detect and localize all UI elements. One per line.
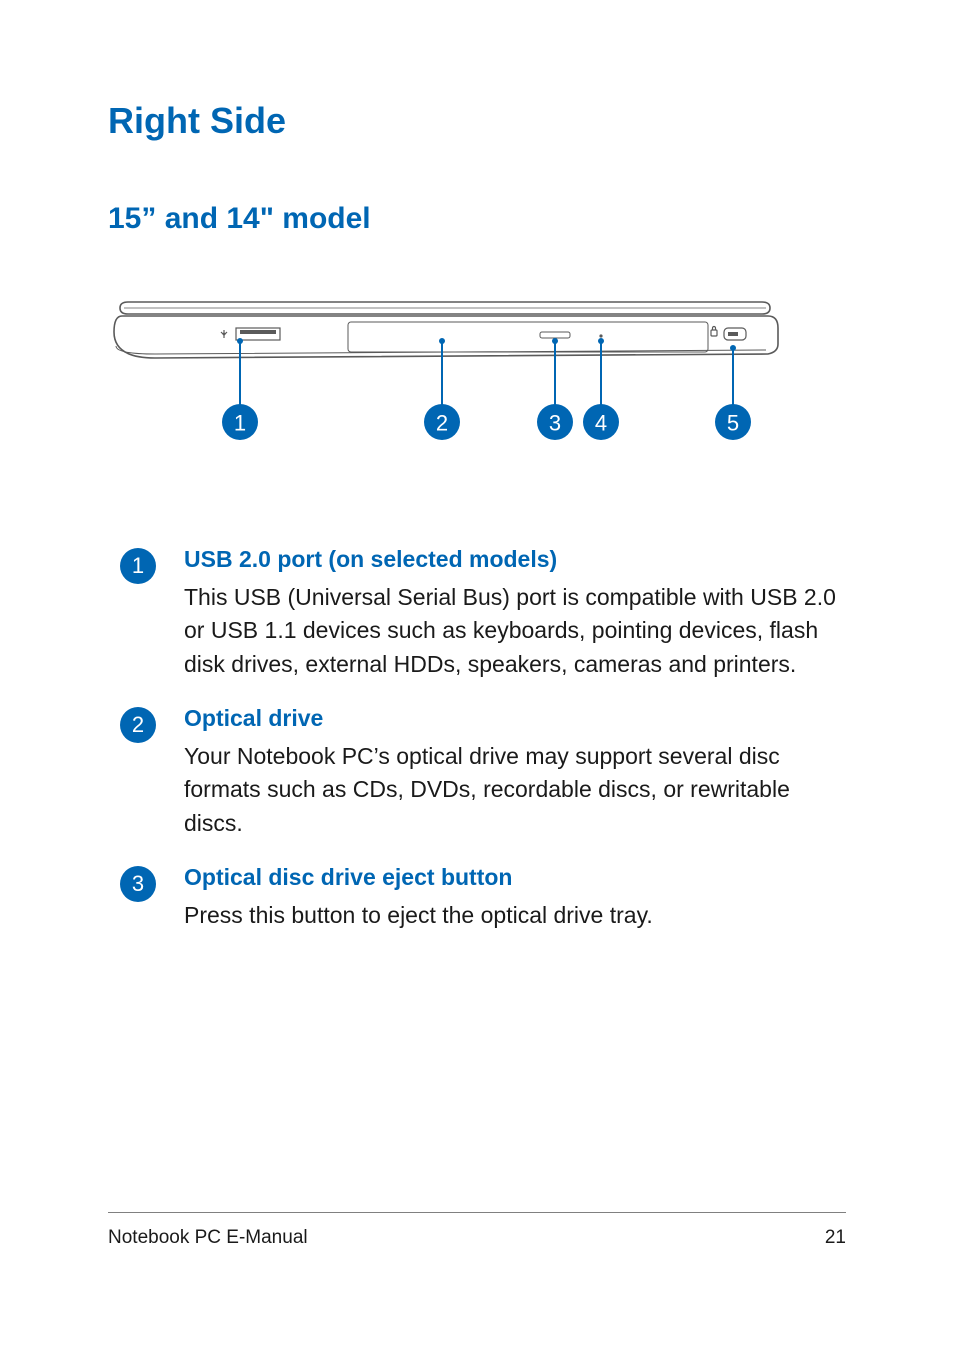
page-title: Right Side	[108, 100, 846, 142]
item-badge-1: 1	[120, 548, 156, 584]
item-title-3: Optical disc drive eject button	[184, 864, 846, 891]
item-title-2: Optical drive	[184, 705, 846, 732]
callout-dot-2	[439, 338, 445, 344]
item-desc-2: Your Notebook PC’s optical drive may sup…	[184, 740, 846, 840]
item-desc-3: Press this button to eject the optical d…	[184, 899, 846, 932]
page-subtitle: 15” and 14" model	[108, 202, 846, 236]
page-footer: Notebook PC E-Manual 21	[108, 1212, 846, 1249]
laptop-right-side-svg: 1 2 3 4 5	[110, 296, 780, 456]
item-body-3: Optical disc drive eject button Press thi…	[184, 864, 846, 932]
callout-badge-label-4: 4	[595, 411, 607, 436]
callout-badge-label-5: 5	[727, 411, 739, 436]
item-body-1: USB 2.0 port (on selected models) This US…	[184, 546, 846, 681]
callout-badge-label-2: 2	[436, 411, 448, 436]
callout-descriptions: 1 USB 2.0 port (on selected models) This U…	[108, 546, 846, 932]
right-side-diagram: 1 2 3 4 5	[110, 296, 780, 456]
item-badge-3: 3	[120, 866, 156, 902]
item-1: 1 USB 2.0 port (on selected models) This U…	[120, 546, 846, 681]
item-badge-2: 2	[120, 707, 156, 743]
callout-dot-1	[237, 338, 243, 344]
callout-badge-label-3: 3	[549, 411, 561, 436]
callout-badge-label-1: 1	[234, 411, 246, 436]
item-2: 2 Optical drive Your Notebook PC’s optical…	[120, 705, 846, 840]
footer-doc-title: Notebook PC E-Manual	[108, 1227, 308, 1249]
item-body-2: Optical drive Your Notebook PC’s optical …	[184, 705, 846, 840]
callout-dot-3	[552, 338, 558, 344]
callout-dot-5	[730, 345, 736, 351]
callout-dot-4	[598, 338, 604, 344]
item-3: 3 Optical disc drive eject button Press th…	[120, 864, 846, 932]
footer-page-number: 21	[825, 1227, 846, 1249]
item-title-1: USB 2.0 port (on selected models)	[184, 546, 846, 573]
footer-rule	[108, 1212, 846, 1213]
item-desc-1: This USB (Universal Serial Bus) port is …	[184, 581, 846, 681]
